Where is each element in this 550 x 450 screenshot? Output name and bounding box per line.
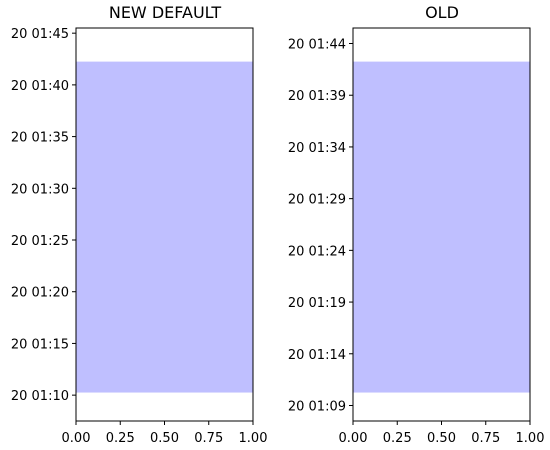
- subplot-title-new-default: NEW DEFAULT: [109, 3, 222, 22]
- y-tick-label-new-default: 20 01:25: [11, 234, 69, 249]
- y-tick-label-old: 20 01:24: [288, 244, 346, 259]
- y-tick-label-old: 20 01:29: [288, 193, 346, 208]
- span-region-new-default: [76, 61, 253, 393]
- x-tick-label-old: 0.50: [427, 431, 456, 446]
- x-tick-label-new-default: 0.00: [62, 431, 91, 446]
- y-tick-label-new-default: 20 01:40: [11, 79, 69, 94]
- x-tick-label-old: 1.00: [516, 431, 545, 446]
- y-tick-label-new-default: 20 01:30: [11, 182, 69, 197]
- x-tick-label-new-default: 0.75: [194, 431, 223, 446]
- x-tick-label-old: 0.25: [383, 431, 412, 446]
- x-tick-label-old: 0.75: [471, 431, 500, 446]
- y-tick-label-old: 20 01:14: [288, 348, 346, 363]
- y-tick-label-new-default: 20 01:45: [11, 27, 69, 42]
- x-tick-label-new-default: 1.00: [239, 431, 268, 446]
- y-tick-label-old: 20 01:34: [288, 141, 346, 156]
- y-tick-label-old: 20 01:19: [288, 296, 346, 311]
- subplot-new-default: 0.00 0.25 0.50 0.75 1.00 20 01:10 20 01:15 20 0…: [11, 27, 268, 446]
- y-tick-label-new-default: 20 01:10: [11, 389, 69, 404]
- subplot-title-old: OLD: [425, 3, 459, 22]
- x-tick-label-old: 0.00: [339, 431, 368, 446]
- y-tick-label-new-default: 20 01:35: [11, 131, 69, 146]
- y-tick-label-old: 20 01:44: [288, 38, 346, 53]
- subplot-old: 0.00 0.25 0.50 0.75 1.00 20 01:09 20 01:14 20 0…: [288, 27, 545, 446]
- y-tick-label-new-default: 20 01:15: [11, 337, 69, 352]
- y-tick-label-old: 20 01:09: [288, 399, 346, 414]
- y-tick-label-new-default: 20 01:20: [11, 286, 69, 301]
- y-tick-label-old: 20 01:39: [288, 89, 346, 104]
- span-region-old: [353, 61, 530, 393]
- x-tick-label-new-default: 0.25: [106, 431, 135, 446]
- x-tick-label-new-default: 0.50: [150, 431, 179, 446]
